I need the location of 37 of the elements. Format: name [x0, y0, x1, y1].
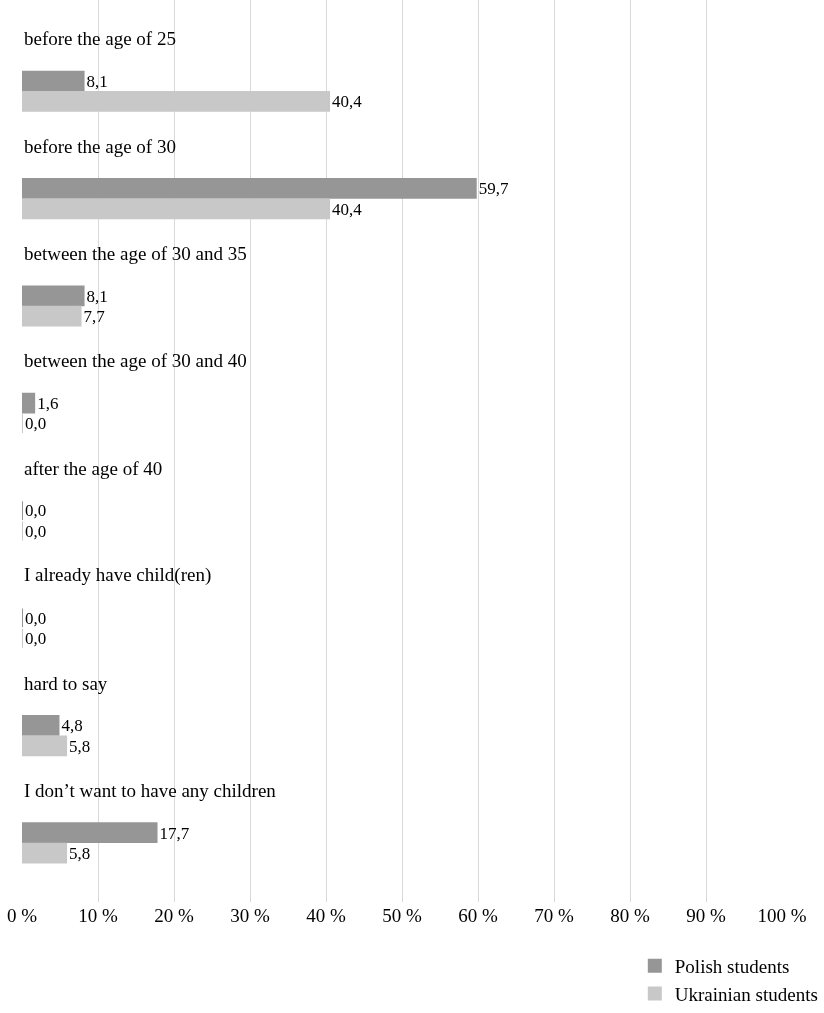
data-label: 0,0 [25, 629, 47, 649]
x-tick-label: 30 % [230, 905, 270, 926]
data-label: 17,7 [159, 823, 190, 843]
x-tick-label: 80 % [610, 905, 650, 926]
data-label: 4,8 [61, 716, 83, 736]
x-tick-label: 10 % [78, 905, 118, 926]
legend-label: Polish students [674, 956, 790, 978]
y-tick-label: I don’t want to have any children [24, 780, 277, 801]
data-label: 5,8 [69, 736, 91, 756]
y-tick-label: between the age of 30 and 40 [24, 350, 247, 371]
y-tick-label: hard to say [24, 673, 108, 694]
x-tick-label: 40 % [306, 905, 346, 926]
data-label: 8,1 [86, 286, 108, 306]
data-label: 8,1 [86, 71, 108, 91]
y-tick-label: between the age of 30 and 35 [24, 243, 247, 264]
x-tick-label: 70 % [534, 905, 574, 926]
y-tick-label: after the age of 40 [24, 458, 163, 479]
y-tick-label: before the age of 25 [24, 28, 176, 49]
data-label: 40,4 [332, 199, 363, 219]
data-label: 0,0 [25, 608, 47, 628]
data-label: 40,4 [332, 92, 363, 112]
x-tick-label: 100 % [757, 905, 807, 926]
data-label: 59,7 [478, 179, 509, 199]
x-tick-label: 50 % [382, 905, 422, 926]
y-tick-label: I already have child(ren) [24, 564, 212, 586]
y-tick-label: before the age of 30 [24, 136, 176, 157]
x-tick-label: 60 % [458, 905, 498, 926]
data-label: 0,0 [25, 414, 47, 434]
x-tick-label: 0 % [6, 905, 38, 926]
data-label: 0,0 [25, 521, 47, 541]
data-label: 7,7 [83, 307, 105, 327]
data-label: 0,0 [25, 501, 47, 521]
legend-label: Ukrainian students [674, 983, 818, 1005]
data-label: 1,6 [37, 394, 59, 414]
x-tick-label: 20 % [154, 905, 194, 926]
x-tick-label: 90 % [686, 905, 726, 926]
data-label: 5,8 [69, 843, 91, 863]
